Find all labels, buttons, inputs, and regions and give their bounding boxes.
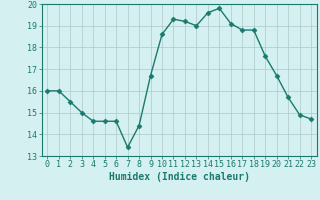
X-axis label: Humidex (Indice chaleur): Humidex (Indice chaleur) (109, 172, 250, 182)
